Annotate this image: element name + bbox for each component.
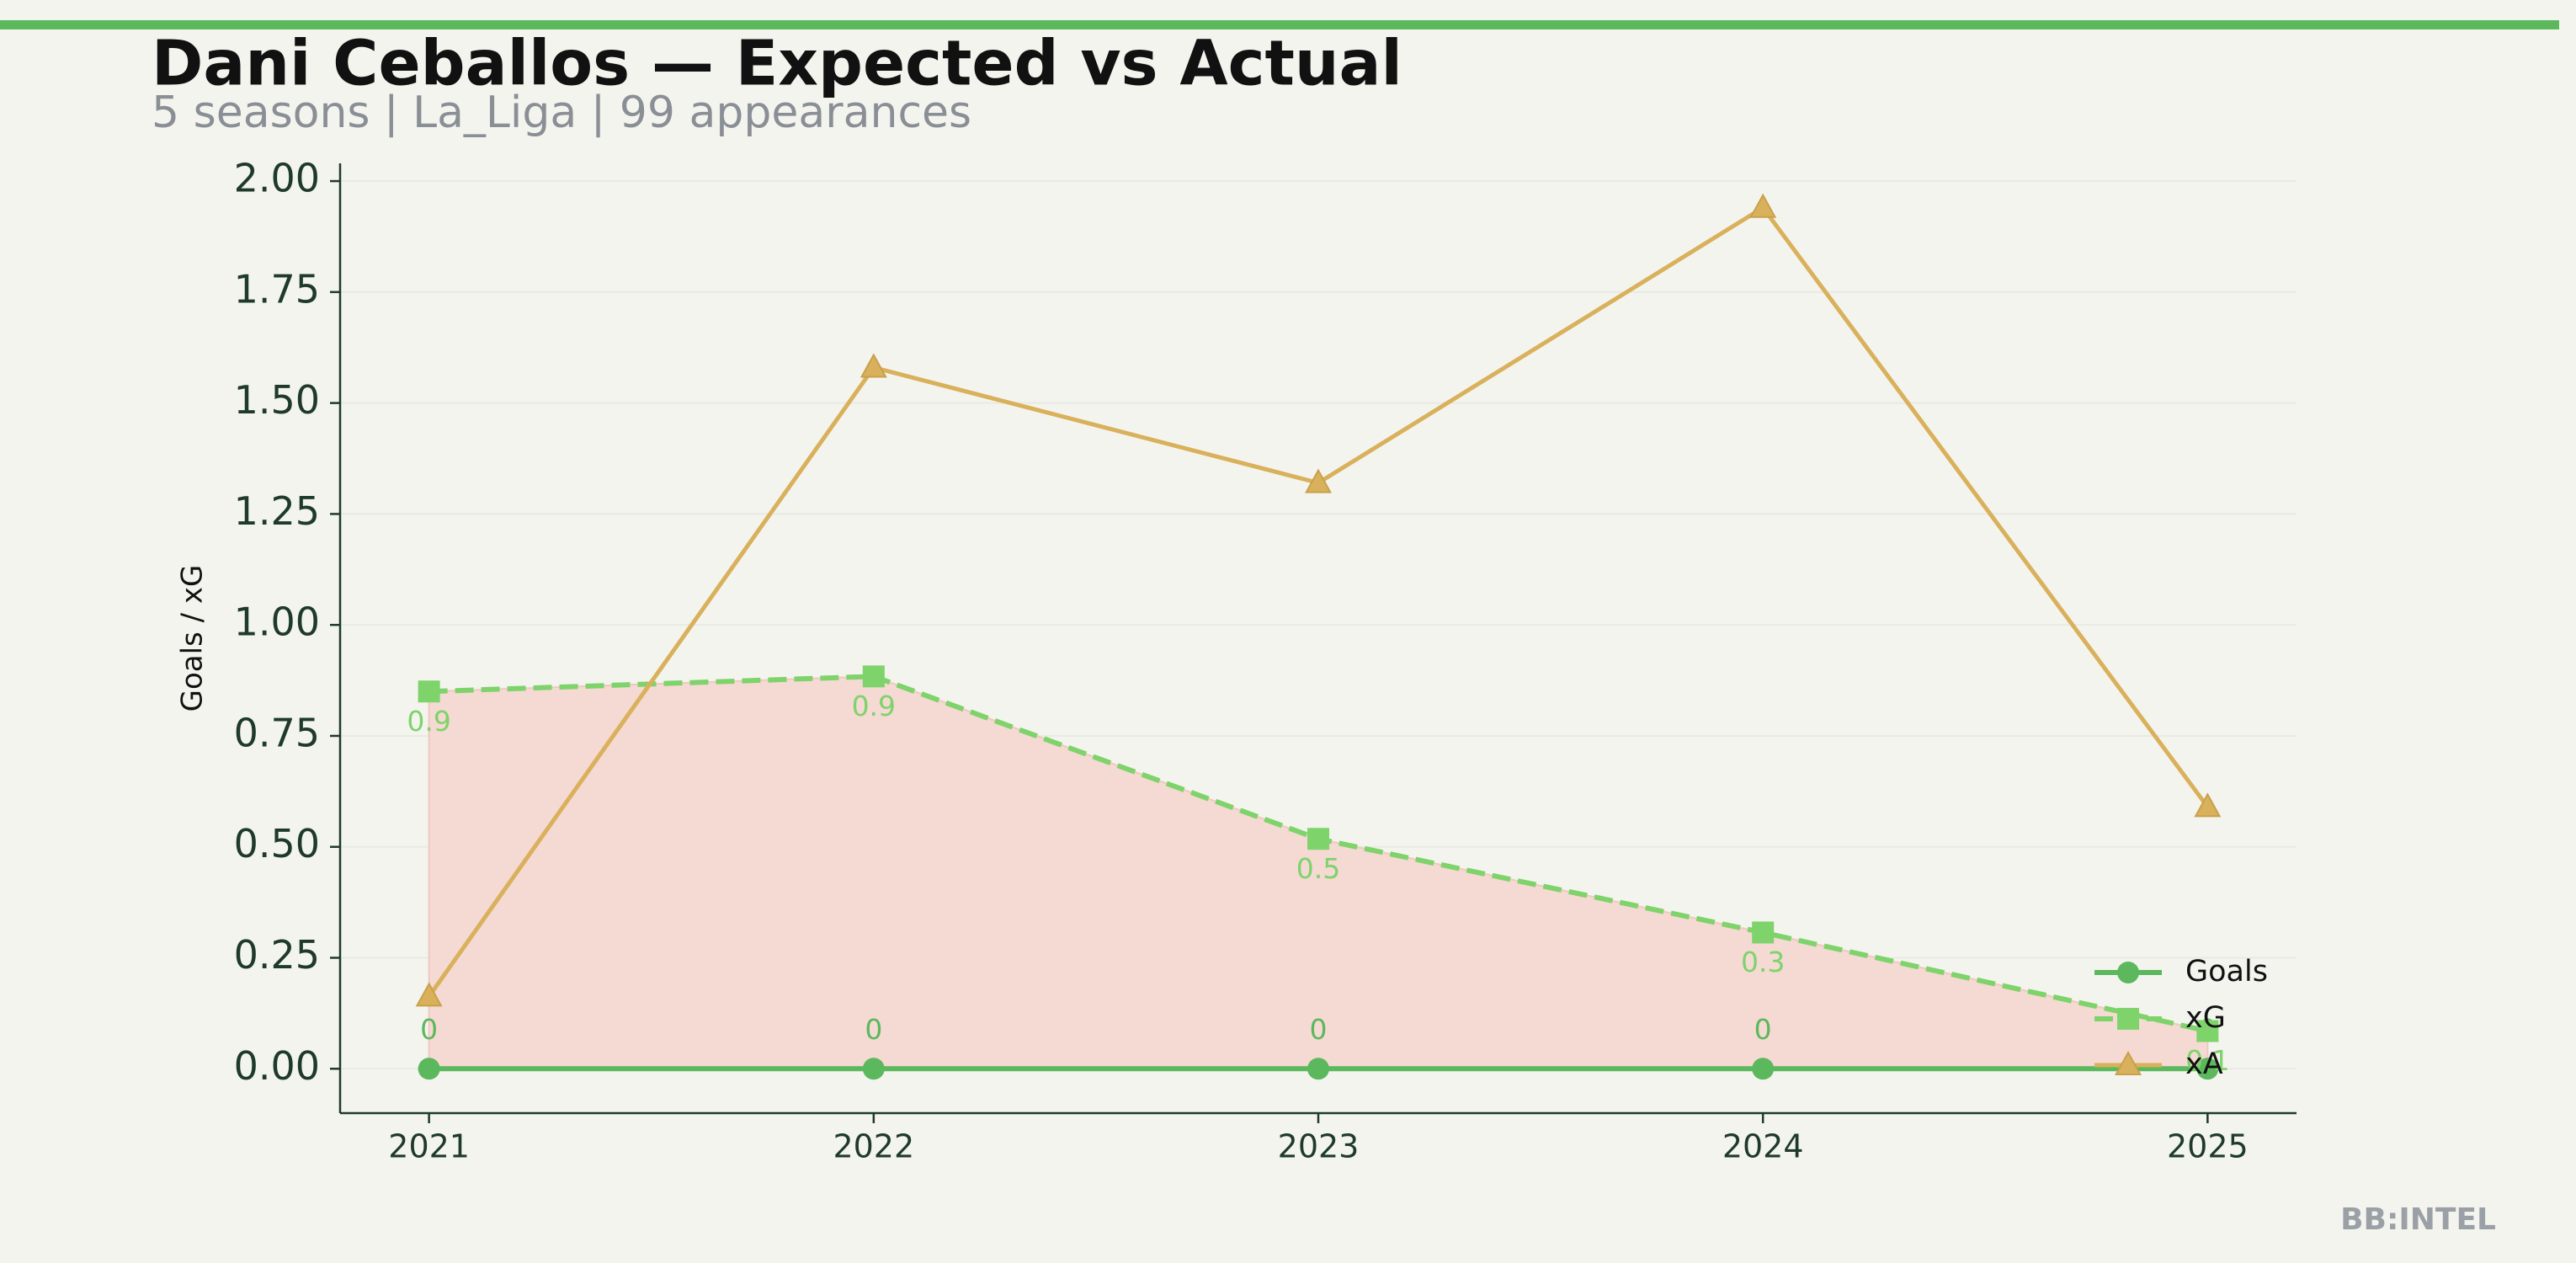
legend-marker [2117,962,2139,983]
point-marker [415,982,443,1007]
point-marker [418,680,440,703]
data-label: 0 [1310,1013,1328,1046]
y-tick-label: 1.75 [234,266,320,312]
point-marker [1752,921,1775,944]
x-tick-label: 2025 [2167,1128,2249,1165]
top-bar [0,20,2559,29]
x-tick-label: 2023 [1278,1128,1360,1165]
data-label: 0.1 [2185,1044,2229,1077]
y-tick-label: 0.00 [234,1043,320,1089]
point-marker [418,1058,440,1080]
point-marker [862,665,885,688]
data-label: 0.9 [407,705,450,738]
legend-label: xG [2185,1001,2226,1035]
x-tick-label: 2022 [833,1128,914,1165]
point-marker [2196,1058,2219,1080]
legend-marker [2117,1008,2139,1030]
point-marker [860,353,887,378]
legend-marker [2115,1050,2142,1076]
y-tick-label: 0.75 [234,710,320,755]
footer: BB:INTEL [2340,1202,2496,1237]
chart-title: Dani Ceballos — Expected vs Actual [152,28,1402,100]
point-marker [1752,1058,1775,1080]
point-marker [1749,193,1777,218]
legend-label: Goals [2185,955,2268,989]
point-marker [862,1058,885,1080]
point-marker [1305,468,1332,493]
data-label: 0.5 [1296,852,1340,885]
y-axis-label: Goals / xG [176,565,210,712]
point-marker [1307,828,1329,850]
point-marker [1307,1058,1329,1080]
y-tick-label: 0.50 [234,821,320,866]
data-label: 0 [420,1013,438,1046]
x-tick-label: 2021 [388,1128,470,1165]
y-tick-label: 2.00 [234,156,320,201]
data-label: 0 [865,1013,882,1046]
point-marker [2196,1020,2219,1042]
legend-label: xA [2185,1047,2223,1081]
y-tick-label: 1.00 [234,600,320,645]
x-tick-label: 2024 [1722,1128,1804,1165]
point-marker [2194,792,2222,818]
y-tick-label: 1.50 [234,377,320,423]
data-label: 0 [1754,1013,1772,1046]
data-label: 0.3 [1741,946,1785,978]
y-tick-label: 0.25 [234,932,320,978]
y-tick-label: 1.25 [234,488,320,534]
chart-subtitle: 5 seasons | La_Liga | 99 appearances [152,88,971,138]
data-label: 0.9 [852,690,896,722]
